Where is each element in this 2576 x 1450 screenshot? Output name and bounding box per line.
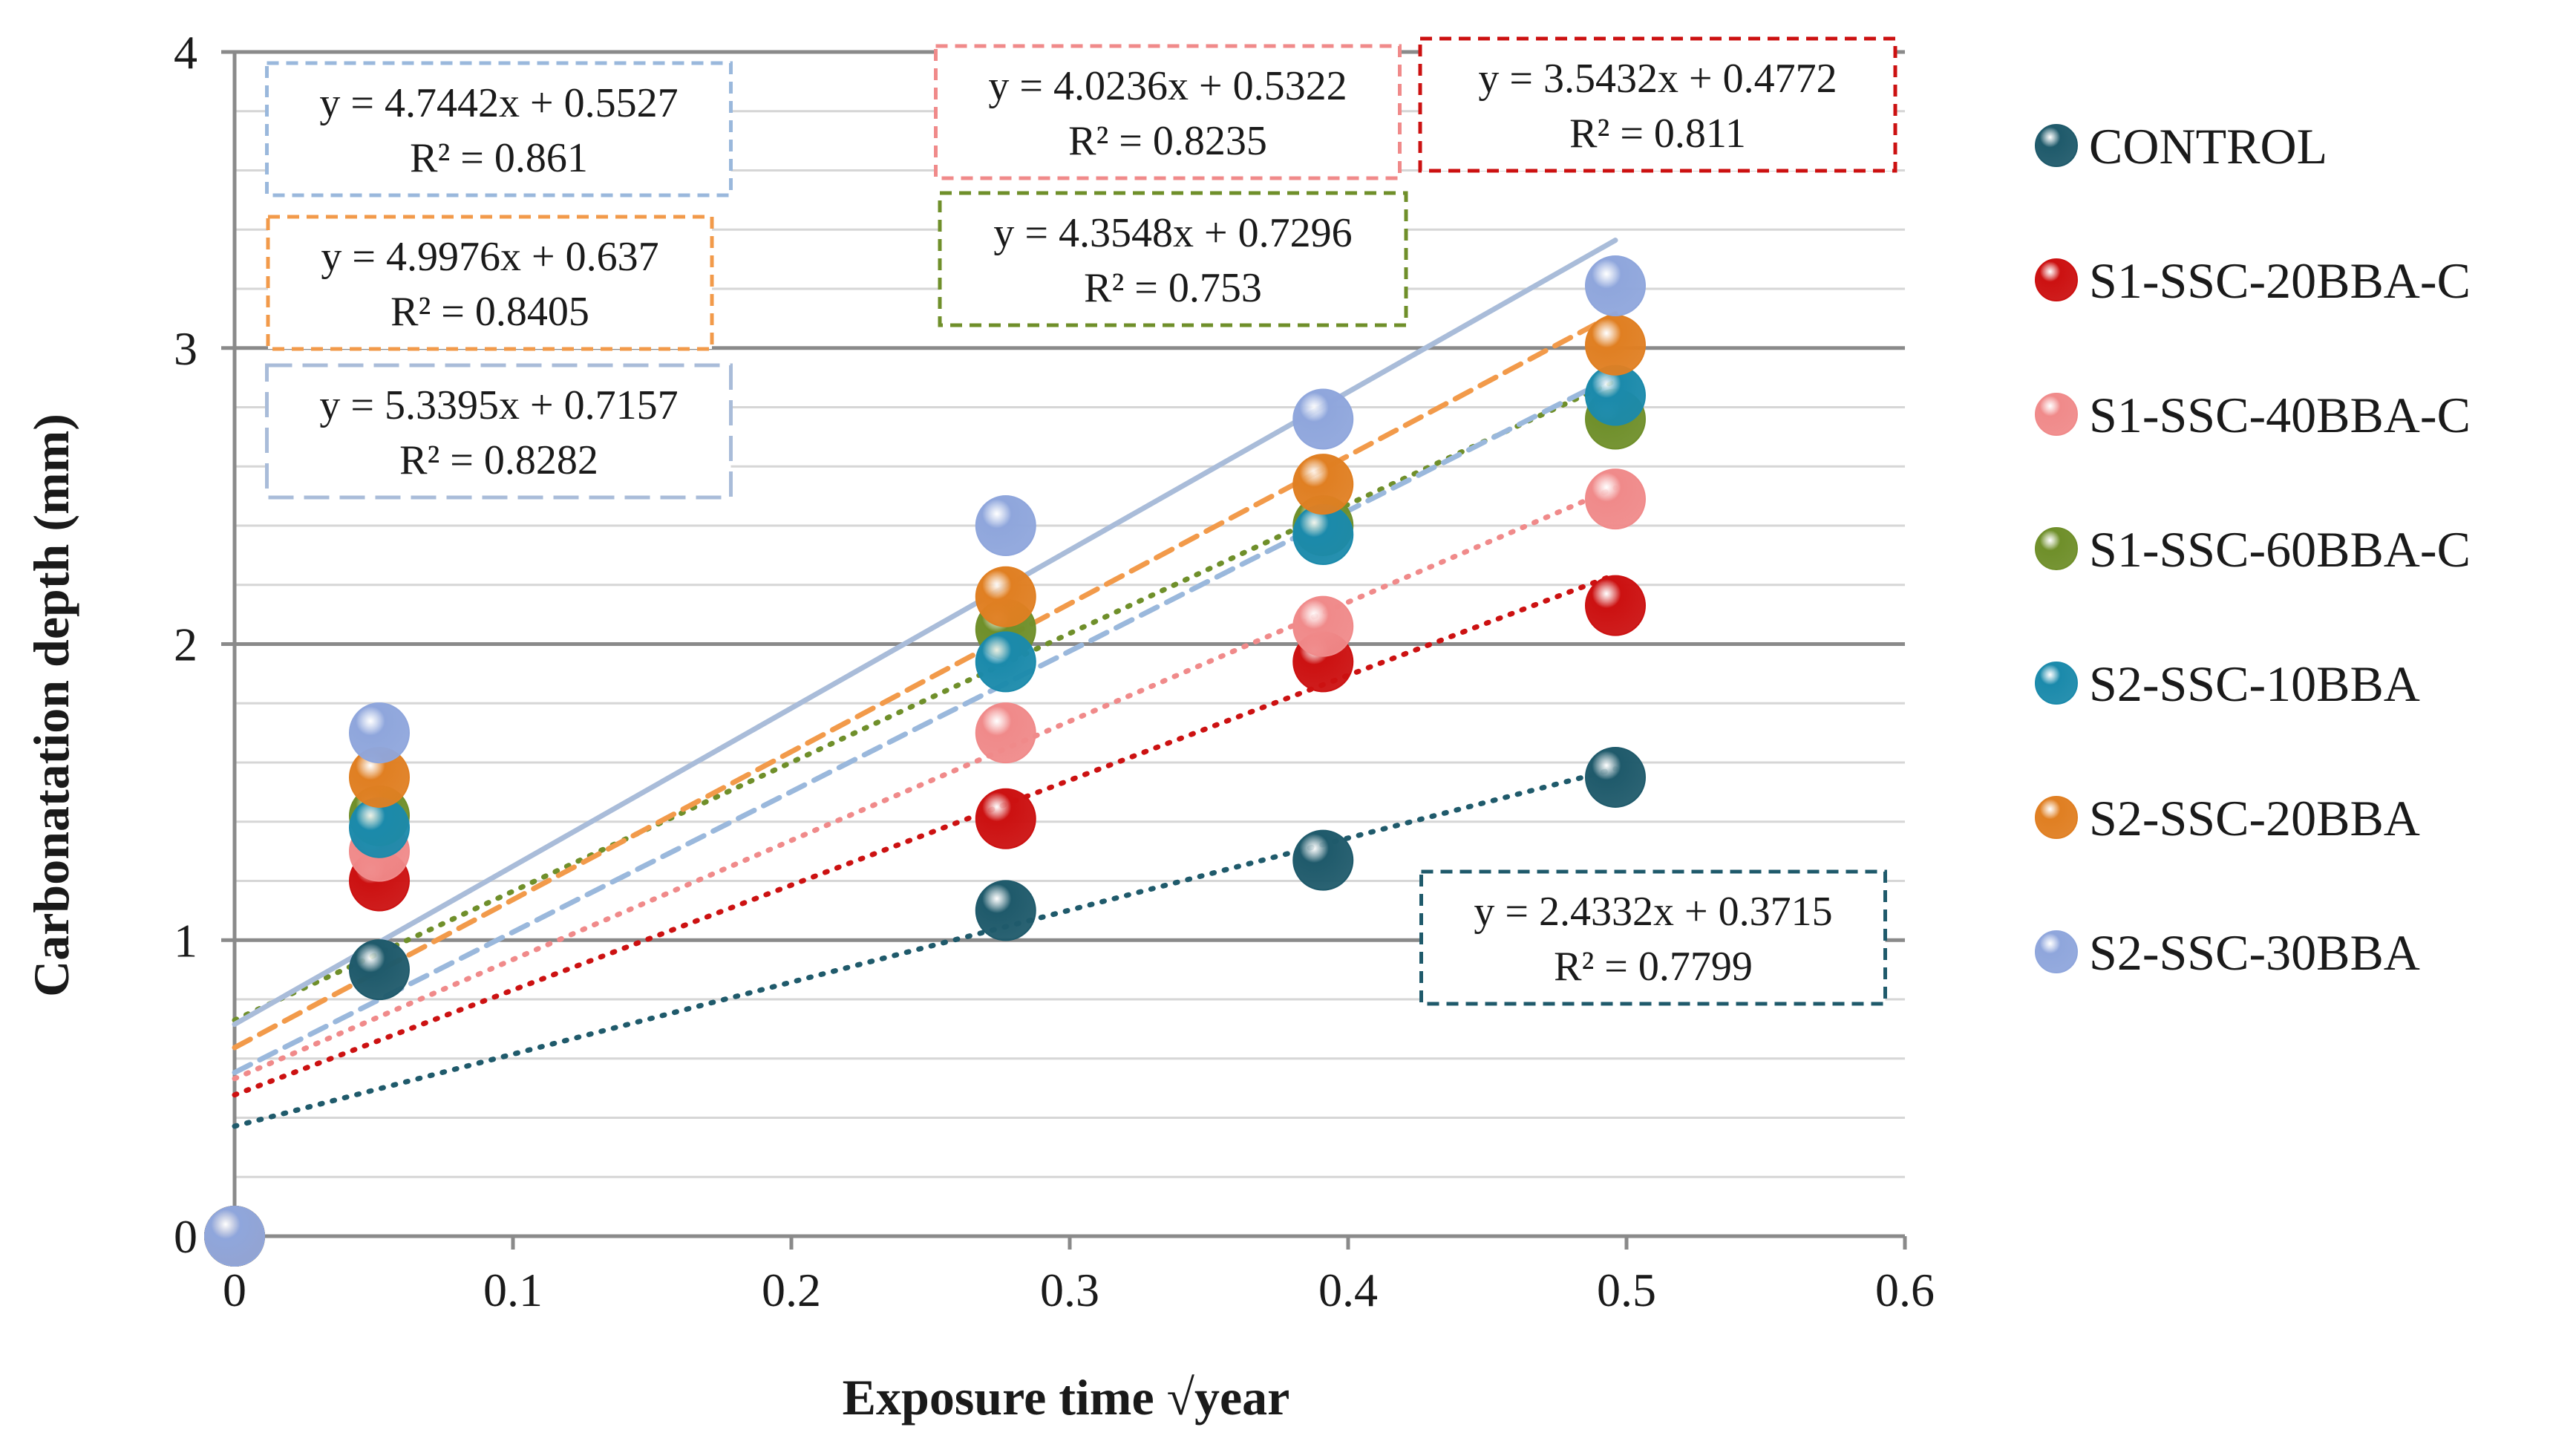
x-tick-label: 0.3 (1040, 1264, 1099, 1316)
legend-marker (2035, 393, 2078, 436)
trendline-s2-ssc-20bba (232, 311, 1618, 1051)
legend-label: S1-SSC-60BBA-C (2089, 521, 2471, 578)
equation-box (1418, 36, 1897, 173)
x-tick-label: 0.6 (1875, 1264, 1935, 1316)
legend-label: S2-SSC-10BBA (2089, 656, 2420, 712)
x-tick-label: 0 (223, 1264, 246, 1316)
trend-r-squared: R² = 0.8405 (390, 289, 589, 335)
legend-label: S2-SSC-20BBA (2089, 790, 2420, 846)
point-s1-ssc-20bba-c (975, 788, 1036, 849)
legend-marker (2035, 124, 2078, 167)
legend-marker (2035, 662, 2078, 705)
trend-r-squared: R² = 0.8282 (399, 437, 598, 483)
legend-marker (2035, 527, 2078, 570)
trend-r-squared: R² = 0.811 (1569, 111, 1746, 157)
equation-box (265, 61, 733, 197)
trend-equation: y = 4.9976x + 0.637 (321, 234, 658, 280)
trendline-s1-ssc-60bba-c (232, 378, 1618, 1023)
trend-equation: y = 4.7442x + 0.5527 (319, 80, 678, 126)
trend-equation: y = 2.4332x + 0.3715 (1474, 889, 1832, 935)
trend-r-squared: R² = 0.7799 (1554, 944, 1753, 990)
point-s2-ssc-20bba (975, 566, 1036, 627)
equation-box (265, 363, 733, 500)
trendline-equations: y = 2.4332x + 0.3715 R² = 0.7799 y = 3.543… (265, 36, 1897, 1006)
equation-box (266, 215, 714, 351)
trend-r-squared: R² = 0.753 (1084, 265, 1262, 311)
trendline-s1-ssc-40bba-c (232, 485, 1618, 1082)
point-s2-ssc-20bba (1585, 314, 1646, 376)
point-control (975, 880, 1036, 941)
legend-marker (2035, 796, 2078, 839)
point-control (1585, 746, 1646, 808)
trendline-s2-ssc-10bba (232, 373, 1618, 1076)
legend-label: S1-SSC-20BBA-C (2089, 252, 2471, 309)
y-tick-label: 1 (174, 914, 197, 967)
equation-box (938, 191, 1408, 327)
y-tick-label: 3 (174, 322, 197, 375)
legend-label: S2-SSC-30BBA (2089, 924, 2420, 981)
x-axis-title: Exposure time √year (843, 1369, 1290, 1425)
x-tick-label: 0.4 (1318, 1264, 1378, 1316)
legend-label: S1-SSC-40BBA-C (2089, 387, 2471, 443)
x-tick-label: 0.1 (483, 1264, 543, 1316)
point-s2-ssc-30bba (1585, 255, 1646, 317)
point-s1-ssc-40bba-c (1292, 595, 1354, 657)
x-tick-label: 0.2 (762, 1264, 821, 1316)
legend-label: CONTROL (2089, 118, 2327, 174)
equation-box (934, 44, 1402, 180)
point-s2-ssc-30bba (349, 702, 410, 764)
point-control (1292, 829, 1354, 891)
tick-labels: 0 0.1 0.2 0.3 0.4 0.5 0.6 0 1 2 3 4 (174, 26, 1935, 1316)
point-s2-ssc-30bba (204, 1206, 265, 1267)
point-s1-ssc-40bba-c (1585, 468, 1646, 530)
trend-equation: y = 4.0236x + 0.5322 (988, 63, 1347, 109)
point-s2-ssc-20bba (1292, 454, 1354, 515)
point-s2-ssc-30bba (975, 495, 1036, 556)
point-s1-ssc-20bba-c (1585, 575, 1646, 636)
trend-equation: y = 3.5432x + 0.4772 (1478, 56, 1837, 102)
data-points (204, 255, 1646, 1267)
trendline-s1-ssc-20bba-c (232, 572, 1618, 1098)
trend-equation: y = 4.3548x + 0.7296 (993, 210, 1352, 256)
y-tick-label: 0 (174, 1210, 197, 1263)
trendline-s2-ssc-30bba (232, 238, 1618, 1028)
legend: CONTROL S1-SSC-20BBA-C S1-SSC-40BBA-C S1-SS… (2035, 118, 2471, 981)
legend-marker (2035, 930, 2078, 973)
y-tick-label: 2 (174, 618, 197, 671)
x-tick-label: 0.5 (1597, 1264, 1656, 1316)
legend-marker (2035, 258, 2078, 301)
y-axis-title: Carbonatation depth (mm) (23, 414, 79, 997)
equation-box (1419, 869, 1887, 1006)
point-s2-ssc-30bba (1292, 388, 1354, 450)
trend-r-squared: R² = 0.8235 (1068, 118, 1267, 164)
trend-r-squared: R² = 0.861 (410, 135, 588, 181)
trend-equation: y = 5.3395x + 0.7157 (319, 382, 678, 428)
point-s2-ssc-10bba (975, 631, 1036, 693)
point-s1-ssc-40bba-c (975, 702, 1036, 764)
trendlines (232, 238, 1618, 1129)
point-control (349, 939, 410, 1001)
y-tick-label: 4 (174, 26, 197, 79)
trendline-control (232, 766, 1618, 1129)
